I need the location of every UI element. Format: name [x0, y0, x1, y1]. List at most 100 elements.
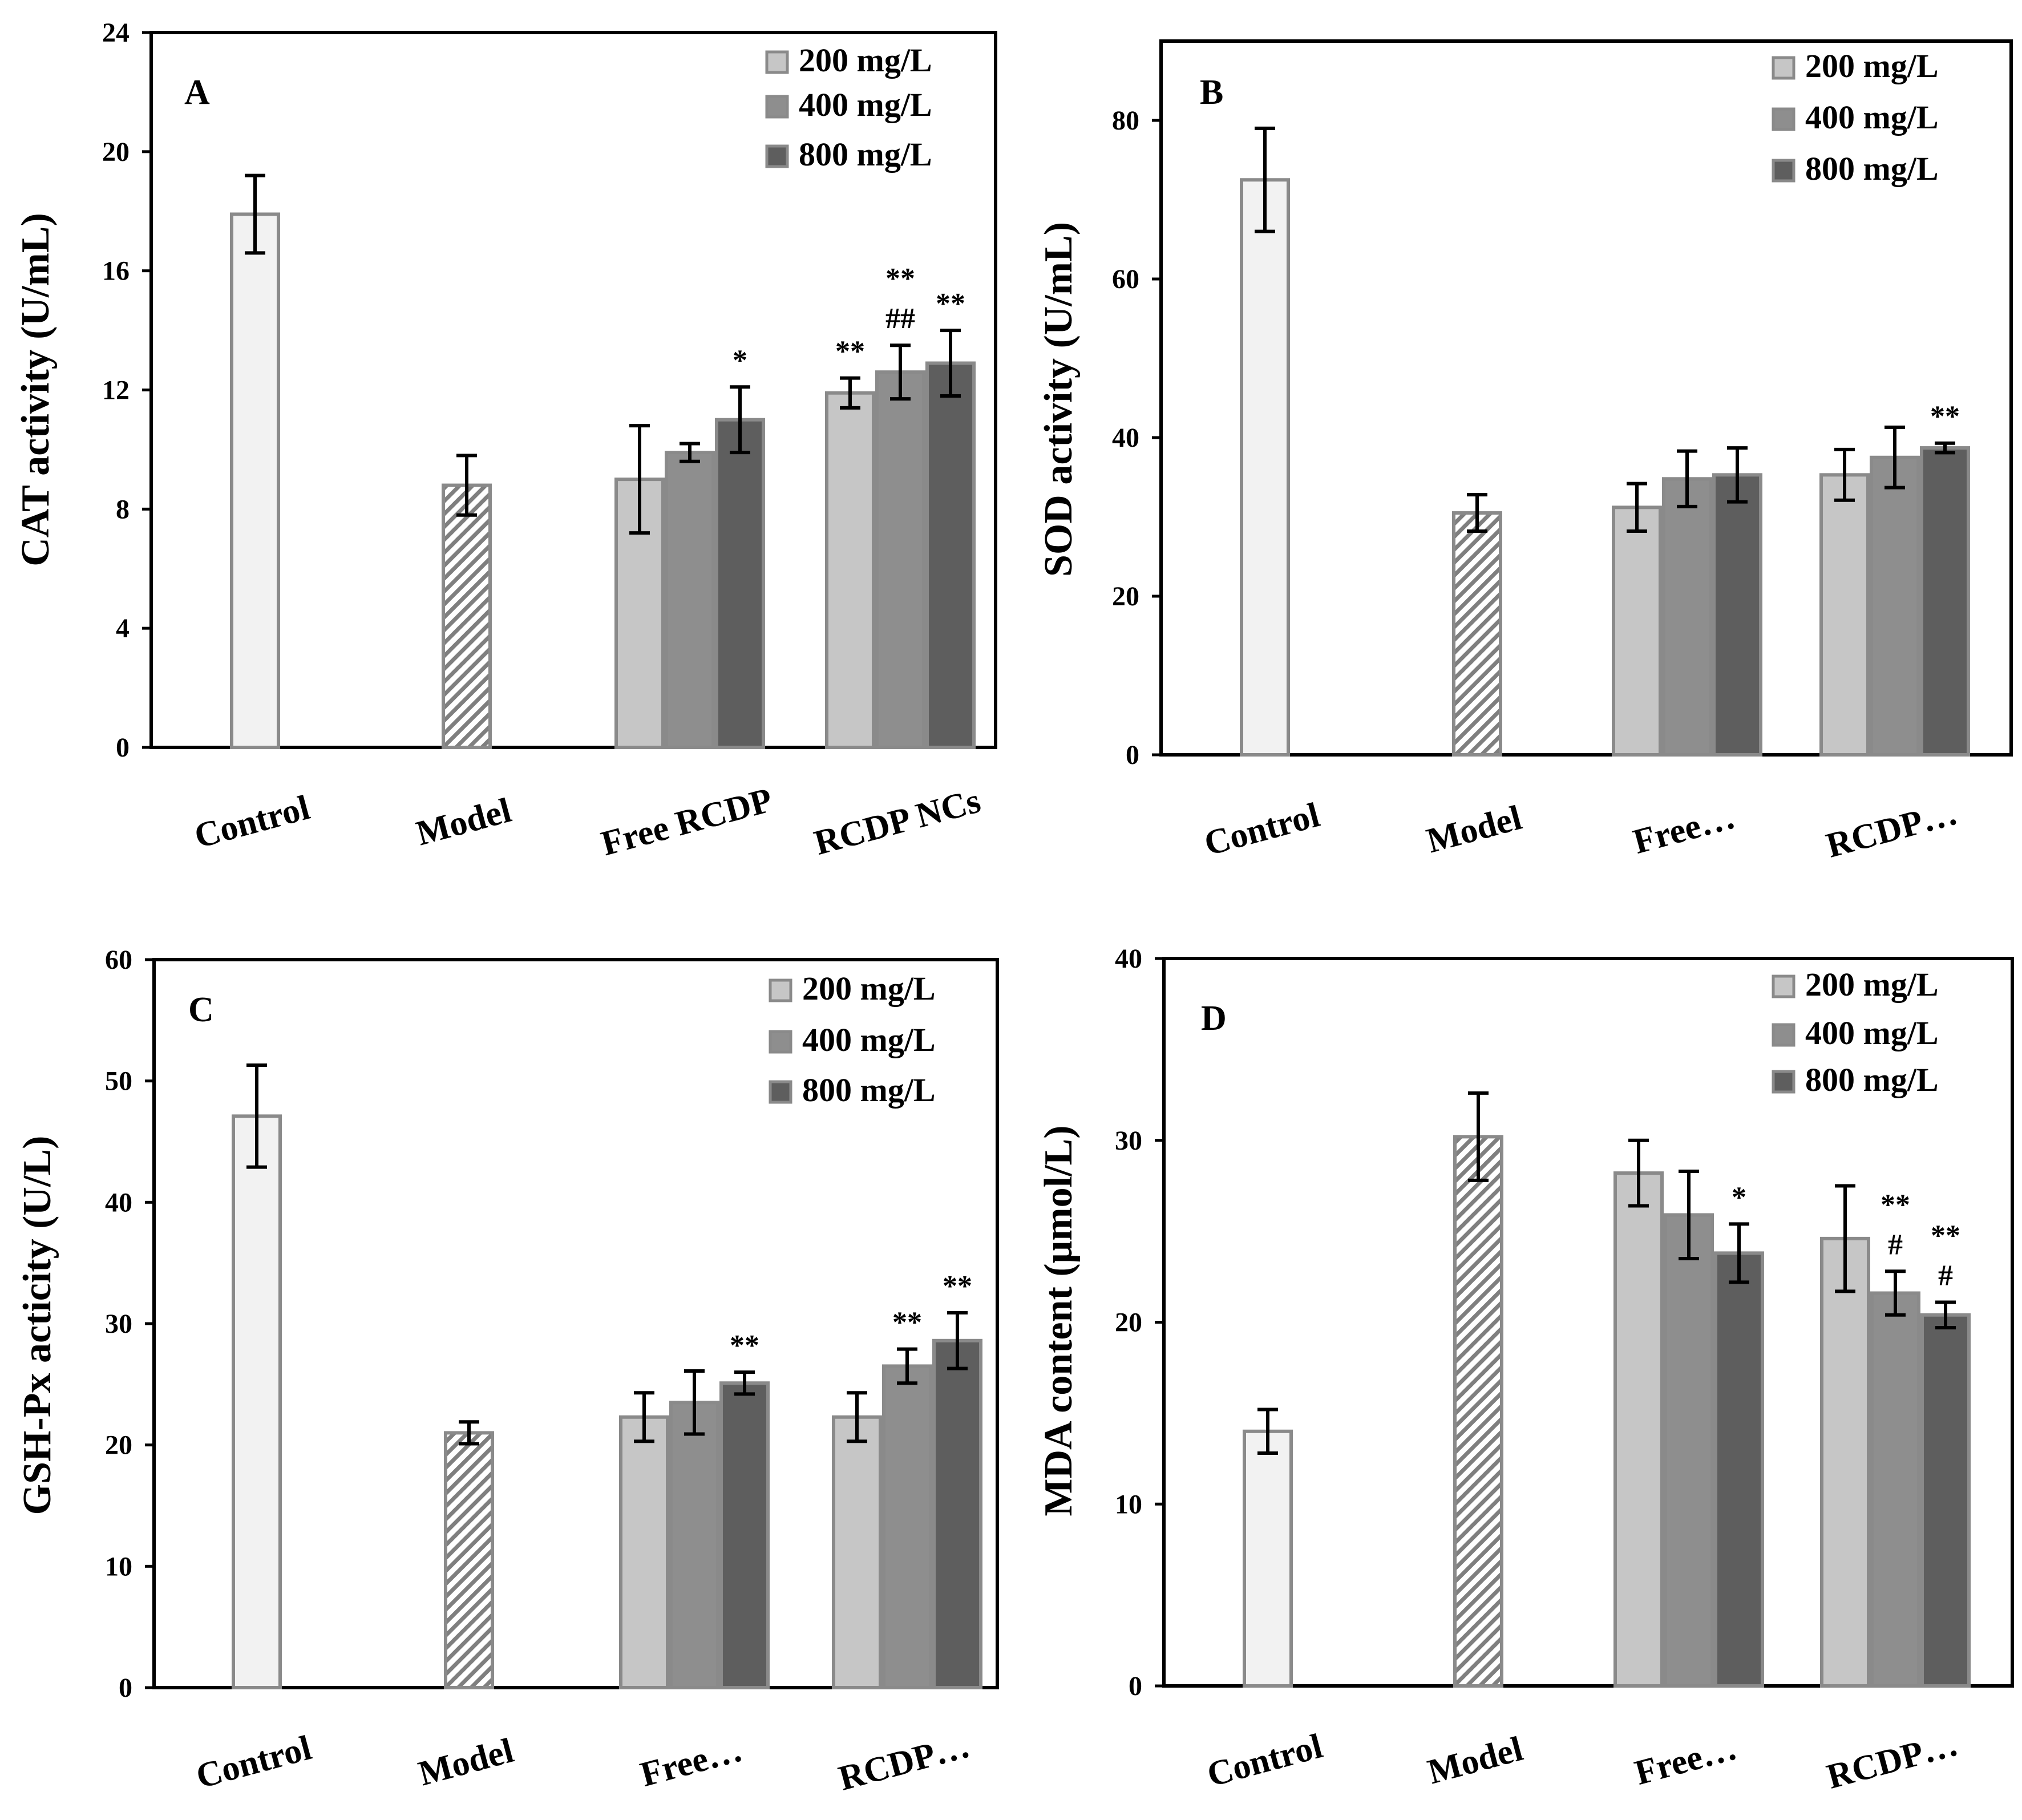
bar-d400 [1870, 455, 1920, 757]
bar-d800 [1714, 1251, 1764, 1688]
y-tick-label: 0 [116, 733, 130, 763]
panel-c: 0 10 20 30 40 50 60 GSH-Px acticity (U/L) C ** ** *… [15, 945, 999, 1798]
significance-label: ** [1930, 401, 1960, 433]
y-axis-label: SOD activity (U/mL) [1037, 222, 1081, 577]
significance-label: ** [892, 1307, 922, 1339]
bar-d200 [825, 391, 875, 749]
significance-label: * [733, 344, 747, 377]
y-tick-label: 40 [1115, 944, 1142, 974]
significance-label: ** [936, 288, 965, 320]
y-tick-label: 24 [102, 18, 130, 48]
bar-d800 [715, 418, 765, 749]
legend-label: 800 mg/L [802, 1071, 936, 1109]
legend-label: 200 mg/L [799, 42, 932, 79]
significance-label: ** [1931, 1219, 1960, 1252]
significance-label: ** [943, 1270, 972, 1303]
legend-label: 800 mg/L [799, 136, 932, 173]
significance-label: ** [835, 335, 865, 368]
significance-label: ** [1881, 1188, 1910, 1221]
y-axis-label: CAT activity (U/mL) [14, 213, 58, 567]
y-tick-label: 40 [1112, 423, 1139, 453]
y-tick-label: 0 [1126, 740, 1139, 770]
bar-model [1452, 511, 1502, 757]
y-tick-label: 20 [105, 1430, 132, 1461]
panel-label: D [1201, 999, 1227, 1038]
category-label: Model [415, 1731, 518, 1793]
y-axis-label: MDA content (μmol/L) [1037, 1125, 1081, 1516]
category-label: Control [1203, 1726, 1327, 1794]
bar-d200 [1613, 1171, 1664, 1688]
y-tick-label: 40 [105, 1187, 132, 1218]
legend-swatch [1772, 159, 1795, 183]
legend-swatch [769, 1080, 792, 1104]
category-label: RCDP… [1823, 1725, 1962, 1797]
y-tick-label: 10 [1115, 1489, 1142, 1519]
category-label: Free… [1629, 797, 1739, 862]
bar-model [444, 1431, 494, 1689]
bar-d800 [932, 1338, 982, 1690]
category-label: Model [1423, 798, 1526, 860]
y-tick-label: 30 [1115, 1126, 1142, 1156]
panel-b: 0 20 40 60 80 SOD activity (U/mL) B ** Control Mo… [1037, 39, 2013, 865]
bar-d800 [1920, 1313, 1971, 1688]
bar-model [1453, 1135, 1503, 1688]
bar-d400 [882, 1364, 932, 1689]
y-tick-label: 0 [1129, 1671, 1142, 1701]
category-label: Model [1424, 1729, 1527, 1791]
bar-d400 [1662, 477, 1712, 757]
category-label: Model [413, 791, 516, 853]
legend-swatch [1772, 107, 1795, 131]
legend-label: 400 mg/L [1805, 1014, 1939, 1051]
bar-d800 [1712, 473, 1762, 757]
legend-swatch [765, 95, 789, 119]
y-tick-label: 0 [119, 1673, 132, 1703]
y-tick-label: 4 [116, 613, 130, 644]
legend-swatch [769, 978, 792, 1002]
y-tick-label: 20 [1115, 1308, 1142, 1338]
legend-label: 800 mg/L [1805, 1061, 1939, 1098]
bar-d800 [925, 361, 976, 749]
legend-swatch [765, 50, 789, 74]
legend-label: 800 mg/L [1805, 150, 1939, 187]
significance-label: # [1938, 1259, 1953, 1292]
category-label: Free RCDP [597, 780, 777, 863]
bar-control [230, 212, 280, 749]
y-tick-label: 30 [105, 1309, 132, 1339]
bar-control [1240, 178, 1290, 757]
bar-d400 [1870, 1291, 1920, 1688]
bar-d200 [1820, 1236, 1870, 1688]
y-tick-label: 60 [105, 945, 132, 975]
bar-d200 [1612, 505, 1662, 757]
category-label: Control [191, 788, 314, 856]
bar-d800 [1920, 446, 1970, 757]
legend-label: 400 mg/L [799, 86, 932, 123]
y-tick-label: 20 [102, 137, 130, 167]
bar-d200 [832, 1415, 882, 1690]
y-axis-label: GSH-Px acticity (U/L) [15, 1136, 59, 1515]
category-label: Control [192, 1728, 316, 1796]
y-tick-label: 8 [116, 494, 130, 524]
panel-label: A [184, 73, 210, 112]
y-tick-label: 10 [105, 1551, 132, 1582]
legend-label: 400 mg/L [1805, 99, 1939, 136]
panel-label: C [188, 990, 214, 1029]
legend-label: 200 mg/L [802, 970, 936, 1007]
legend-label: 400 mg/L [802, 1021, 936, 1058]
legend-swatch [1772, 974, 1795, 998]
bar-control [232, 1114, 282, 1689]
bar-d200 [619, 1415, 669, 1690]
category-label: RCDP… [835, 1726, 974, 1798]
category-label: Free… [1631, 1728, 1741, 1793]
bar-d800 [719, 1381, 770, 1690]
significance-label: # [1888, 1228, 1903, 1261]
significance-label: ## [885, 302, 915, 335]
y-tick-label: 16 [102, 256, 130, 286]
category-label: Control [1200, 795, 1324, 863]
category-label: RCDP… [1822, 794, 1962, 865]
significance-label: * [1732, 1181, 1746, 1214]
category-label: RCDP NCs [810, 781, 984, 863]
y-tick-label: 20 [1112, 581, 1139, 612]
bar-control [1243, 1429, 1293, 1688]
